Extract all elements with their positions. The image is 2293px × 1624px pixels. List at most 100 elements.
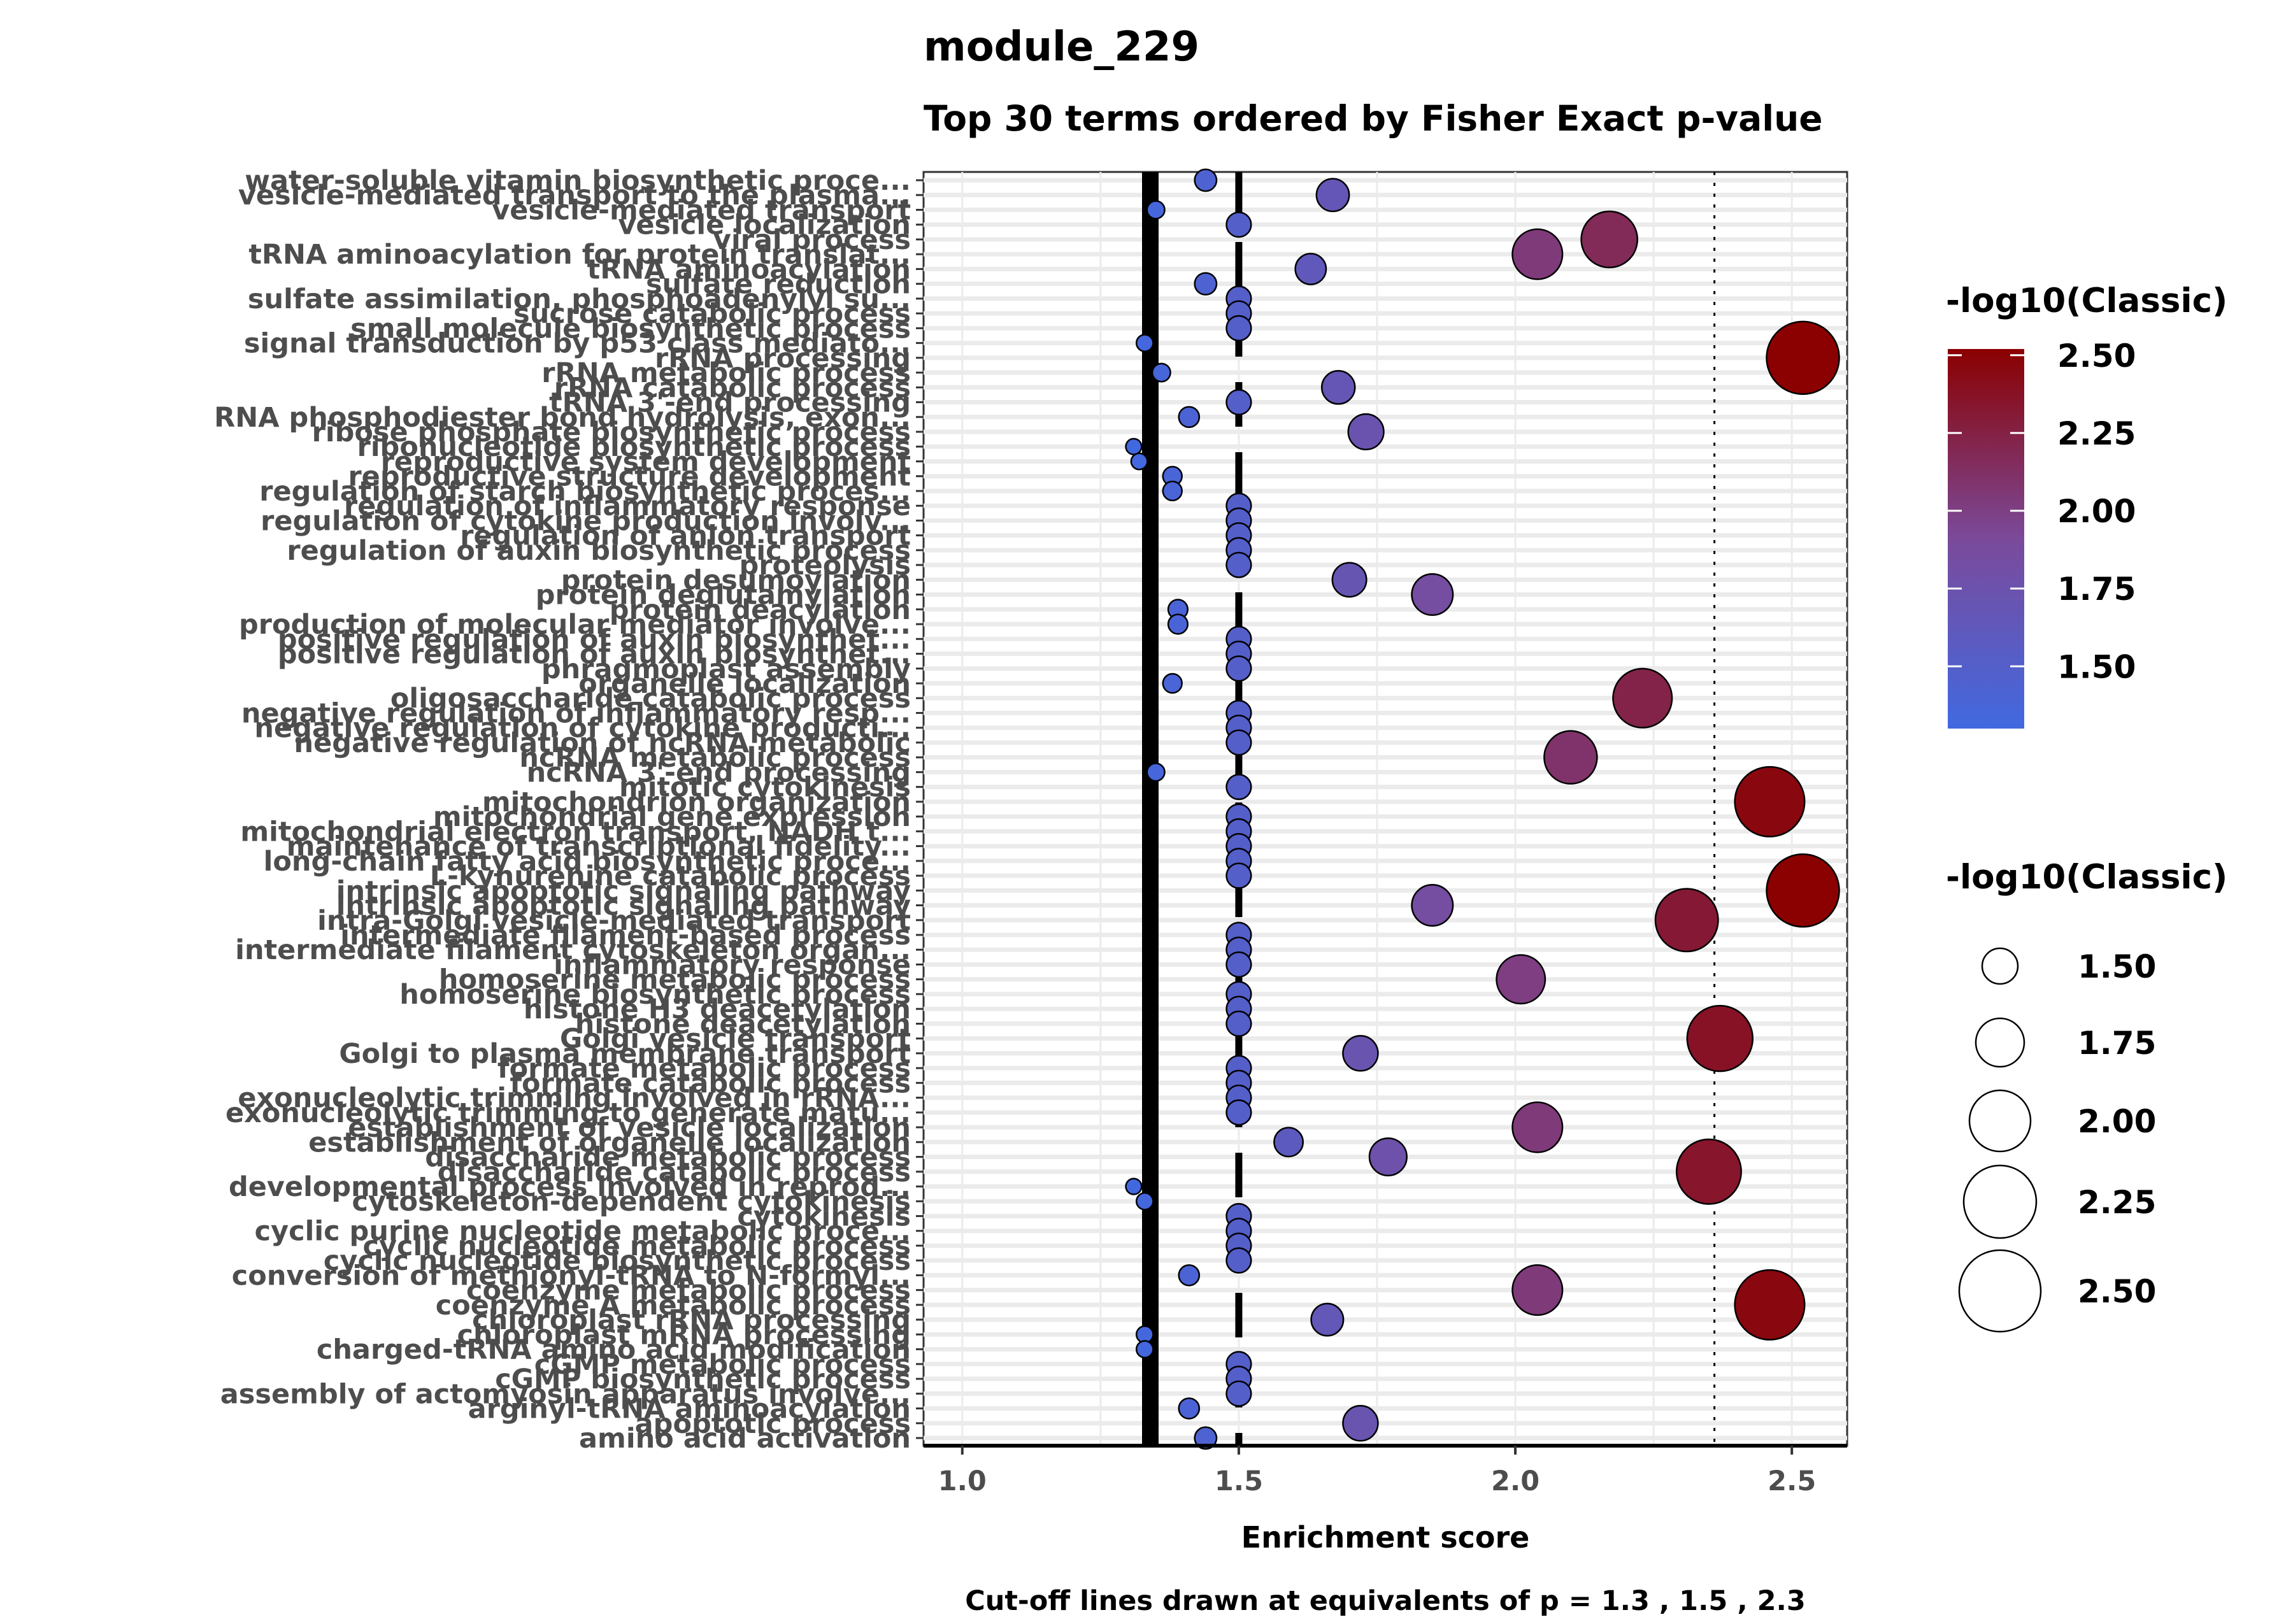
y-tick-label: Golgi vesicle transport [560, 1023, 911, 1055]
y-tick-label: intra-Golgi vesicle-mediated transport [317, 905, 911, 937]
chart-title: module_229 [924, 24, 1199, 71]
y-tick-label: RNA phosphodiester bond hydrolysis, exon… [214, 402, 911, 434]
y-tick-label: vesicle-mediated transport to the plasma… [238, 180, 911, 211]
y-tick-label: coenzyme metabolic process [466, 1275, 911, 1307]
y-tick-label: histone deacetylation [575, 1008, 911, 1040]
data-point [1225, 729, 1252, 756]
colorbar-tick-label: 1.50 [2057, 648, 2136, 685]
y-tick-label: cyclic nucleotide biosynthetic process [324, 1245, 911, 1277]
y-tick-label: positive regulation of auxin biosynthet.… [278, 639, 911, 671]
data-point [1225, 315, 1252, 341]
data-point [1342, 1405, 1379, 1442]
y-tick-label: viral process [713, 224, 911, 256]
y-tick-label: ncRNA metabolic process [519, 742, 911, 774]
data-point [1178, 1397, 1201, 1420]
data-point [1294, 252, 1327, 285]
y-tick-label: rRNA catabolic process [554, 372, 911, 404]
y-tick-label: developmental process involved in reprod… [229, 1171, 911, 1203]
colorbar-tick-label: 2.50 [2057, 338, 2136, 374]
y-tick-label: protein desumoylation [561, 564, 911, 596]
data-point [1675, 1138, 1742, 1205]
data-point [1511, 1101, 1564, 1153]
data-point [1225, 552, 1252, 578]
y-tick-label: sucrose catabolic process [513, 298, 911, 330]
y-tick-label: homoserine biosynthetic process [399, 979, 911, 1011]
data-point [1368, 1137, 1408, 1177]
y-tick-label: intrinsic apoptotic signaling pathway [336, 875, 911, 907]
x-tick-label: 2.0 [1491, 1465, 1539, 1497]
data-point [1612, 667, 1673, 729]
size-legend: 1.50 1.75 2.00 2.25 2.50 [1958, 947, 2156, 1333]
y-tick-label: negative regulation of ncRNA metabolic [294, 727, 911, 759]
y-tick-label: small molecule biosynthetic process [350, 313, 911, 345]
data-point [1496, 954, 1547, 1005]
y-tick-label: oligosaccharide catabolic process [390, 683, 911, 715]
y-tick-label: chloroplast mRNA processing [457, 1319, 911, 1351]
size-legend-circle [1975, 1017, 2025, 1068]
x-tick-label: 2.5 [1768, 1465, 1816, 1497]
y-tick-label: disaccharide catabolic process [438, 1157, 911, 1188]
y-tick-label: intrinsic apoptotic signaling pathway [336, 890, 911, 922]
y-tick-label: cyclic purine nucleotide metabolic proce… [255, 1216, 911, 1248]
data-point [1162, 480, 1183, 502]
y-tick-label: intermediate filament-based process [340, 920, 911, 951]
y-tick-label: exonucleolytic trimming involved in rRNA… [238, 1083, 911, 1115]
data-point [1225, 388, 1252, 416]
y-tick-label: regulation of anion transport [460, 520, 911, 552]
data-point [1225, 862, 1252, 889]
data-point [1225, 1247, 1252, 1274]
x-axis-label: Enrichment score [1241, 1520, 1530, 1555]
y-tick-label: charged-tRNA amino acid modification [317, 1334, 911, 1366]
y-tick-label: cGMP metabolic process [534, 1349, 911, 1381]
y-tick-label: formate catabolic process [510, 1067, 911, 1099]
y-tick-label: arginyl-tRNA aminoacylation [468, 1393, 911, 1425]
data-point [1125, 1178, 1143, 1195]
data-point [1135, 1192, 1154, 1211]
data-point [1194, 1426, 1218, 1450]
x-tick-label: 1.0 [938, 1465, 987, 1497]
y-tick-label: amino acid activation [579, 1423, 911, 1455]
colorbar-ticks: 1.50 1.75 2.00 2.25 2.50 [1948, 338, 2136, 685]
x-tick-label: 1.5 [1215, 1465, 1263, 1497]
y-tick-label: mitochondrion organization [482, 787, 911, 818]
y-tick-label: mitochondrial gene expression [433, 801, 911, 833]
y-tick-label: rRNA processing [655, 343, 911, 374]
y-tick-label: tRNA aminoacylation [587, 253, 911, 285]
data-point [1167, 613, 1189, 635]
y-tick-label: production of molecular mediator involve… [239, 609, 911, 641]
data-point [1543, 730, 1598, 785]
y-tick-label: reproductive system development [381, 446, 911, 478]
y-tick-label: rRNA metabolic process [541, 357, 911, 389]
y-tick-label: establishment of vesicle localization [348, 1112, 911, 1144]
y-tick-label: protein deglutamylation [536, 580, 911, 611]
data-point [1310, 1302, 1345, 1337]
y-tick-label: intermediate filament cytoskeleton organ… [235, 934, 911, 966]
data-point [1178, 406, 1201, 429]
data-point [1734, 1269, 1806, 1341]
data-point [1511, 228, 1564, 280]
y-tick-label: reproductive structure development [348, 461, 911, 493]
data-point [1342, 1035, 1379, 1072]
y-tick-label: negative regulation of cytokine producti… [254, 713, 911, 744]
size-legend-label: 2.50 [2078, 1273, 2156, 1310]
data-point [1130, 452, 1148, 471]
size-legend-circle [1958, 1249, 2042, 1333]
y-tick-label: ncRNA 3'-end processing [527, 757, 911, 788]
data-point [1225, 1010, 1252, 1037]
y-tick-label: L-kynurenine catabolic process [430, 860, 911, 892]
y-tick-label: inflammatory response [554, 949, 911, 981]
y-tick-label: tRNA aminoacylation for protein translat… [248, 239, 911, 271]
chart-caption: Cut-off lines drawn at equivalents of p … [965, 1585, 1806, 1617]
size-legend-label: 2.25 [2078, 1184, 2156, 1221]
data-point [1734, 766, 1806, 837]
data-points [1125, 168, 1840, 1450]
y-tick-label: sulfate assimilation, phosphoadenylyl su… [248, 283, 911, 315]
data-point [1766, 320, 1840, 395]
data-point [1225, 951, 1252, 978]
y-tick-label: long-chain fatty acid biosynthetic proce… [264, 846, 911, 878]
y-axis-labels: water-soluble vitamin biosynthetic proce… [214, 165, 924, 1455]
y-tick-label: cGMP biosynthetic process [495, 1364, 911, 1395]
color-legend-title: -log10(Classic) [1946, 281, 2227, 320]
data-point [1225, 1099, 1252, 1126]
data-point [1347, 413, 1385, 451]
